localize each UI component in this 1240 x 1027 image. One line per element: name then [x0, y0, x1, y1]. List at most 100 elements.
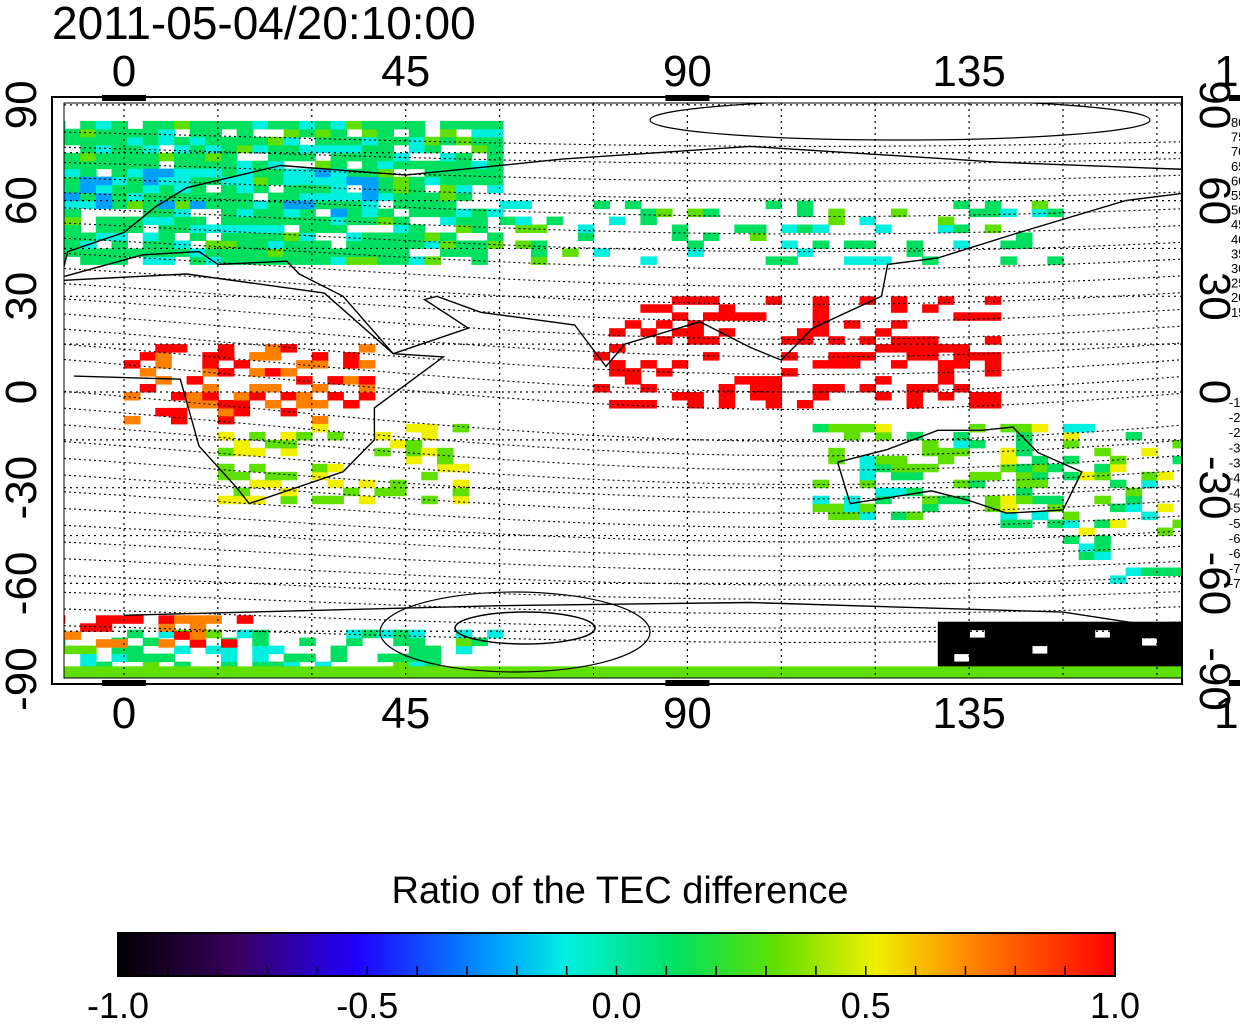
tec-cell	[408, 240, 426, 249]
contour-line	[64, 390, 1181, 442]
tec-cell	[424, 232, 441, 241]
tec-cell	[189, 136, 207, 146]
tec-cell	[1000, 208, 1017, 218]
tec-cell	[440, 168, 457, 178]
tec-cell	[765, 200, 783, 210]
tec-cell	[1125, 495, 1143, 505]
tec-cell	[408, 120, 426, 130]
tec-cell	[765, 384, 783, 393]
tec-cell	[1094, 653, 1111, 663]
tec-cell	[1109, 463, 1127, 473]
tec-cell	[1031, 455, 1049, 465]
tec-cell	[487, 152, 504, 162]
tec-cell	[546, 216, 563, 226]
tec-cell	[953, 384, 970, 393]
tec-cell	[937, 392, 955, 401]
lat-label-left: -60	[0, 552, 46, 616]
tec-cell	[361, 232, 379, 241]
tec-cell	[812, 328, 830, 337]
tec-cell	[268, 256, 285, 265]
tec-cell	[1000, 240, 1017, 249]
tec-cell	[828, 503, 845, 513]
contour-label: -55	[1229, 516, 1240, 531]
tec-cell	[233, 392, 251, 401]
tec-cell	[280, 487, 297, 497]
tec-cell	[393, 136, 410, 146]
lat-label-right: 30	[1190, 272, 1239, 321]
tec-cell	[875, 487, 892, 497]
tec-cell	[142, 216, 160, 226]
tec-cell	[1016, 661, 1033, 671]
tec-cell	[859, 216, 876, 226]
tec-cell	[205, 136, 222, 146]
contour-label: 70	[1231, 144, 1240, 159]
tec-cell	[953, 352, 970, 361]
tec-cell	[236, 160, 254, 170]
tec-cell	[252, 136, 269, 146]
tec-cell	[221, 200, 238, 210]
tec-cell	[268, 645, 285, 655]
tec-cell	[890, 320, 908, 329]
tec-cell	[640, 328, 657, 337]
tec-cell	[408, 144, 426, 154]
tec-cell	[252, 184, 269, 194]
tec-cell	[299, 240, 316, 249]
tec-cell	[1172, 645, 1182, 655]
tec-cell	[343, 400, 360, 409]
tec-cell	[393, 216, 410, 226]
tec-cell	[609, 360, 626, 369]
tec-cell	[1031, 463, 1049, 473]
tec-cell	[158, 128, 175, 138]
coastlines	[64, 145, 1182, 631]
tec-cell	[390, 479, 407, 489]
tec-cell	[405, 423, 423, 433]
tec-cell	[314, 168, 332, 178]
tec-cell	[221, 208, 238, 218]
tec-cell	[361, 144, 379, 154]
tec-cell	[671, 232, 689, 241]
tec-cell	[499, 216, 517, 226]
contour-line	[64, 267, 1181, 305]
tec-cell	[330, 128, 348, 138]
tec-cell	[64, 224, 81, 233]
tec-cell	[1156, 621, 1174, 631]
tec-cell	[1016, 232, 1033, 241]
tec-cell	[296, 376, 313, 385]
tec-cell	[80, 160, 97, 170]
tec-cell	[1156, 629, 1174, 639]
tec-cell	[890, 360, 908, 369]
tec-cell	[1094, 543, 1111, 552]
contour-line	[64, 625, 1181, 643]
tec-cell	[233, 495, 251, 505]
tec-cell	[609, 216, 626, 226]
tec-cell	[1016, 487, 1033, 497]
tec-cell	[1031, 511, 1049, 521]
tec-cell	[252, 661, 269, 671]
tec-cell	[189, 144, 207, 154]
tec-cell	[314, 160, 332, 170]
tec-cell	[393, 240, 410, 249]
tec-cell	[890, 455, 908, 465]
tec-cell	[703, 312, 720, 321]
tec-cell	[377, 208, 394, 218]
tec-cell	[937, 447, 955, 457]
tec-cell	[268, 136, 285, 146]
tec-cell	[189, 631, 207, 640]
tec-cell	[875, 495, 892, 505]
tec-cell	[299, 216, 316, 226]
tec-cell	[264, 471, 282, 481]
tec-cell	[202, 384, 219, 393]
tec-cell	[80, 645, 97, 655]
tec-cell	[906, 392, 923, 401]
tec-cell	[984, 336, 1002, 345]
tec-cell	[189, 184, 207, 194]
tec-cell	[1172, 621, 1182, 631]
tec-cell	[452, 479, 470, 489]
tec-cell	[283, 168, 301, 178]
colorbar-label: 0.5	[840, 985, 891, 1026]
tec-cell	[205, 240, 222, 249]
tec-cell	[984, 352, 1002, 361]
tec-cell	[205, 144, 222, 154]
contour-line	[64, 252, 1181, 288]
tec-cell	[186, 400, 204, 409]
